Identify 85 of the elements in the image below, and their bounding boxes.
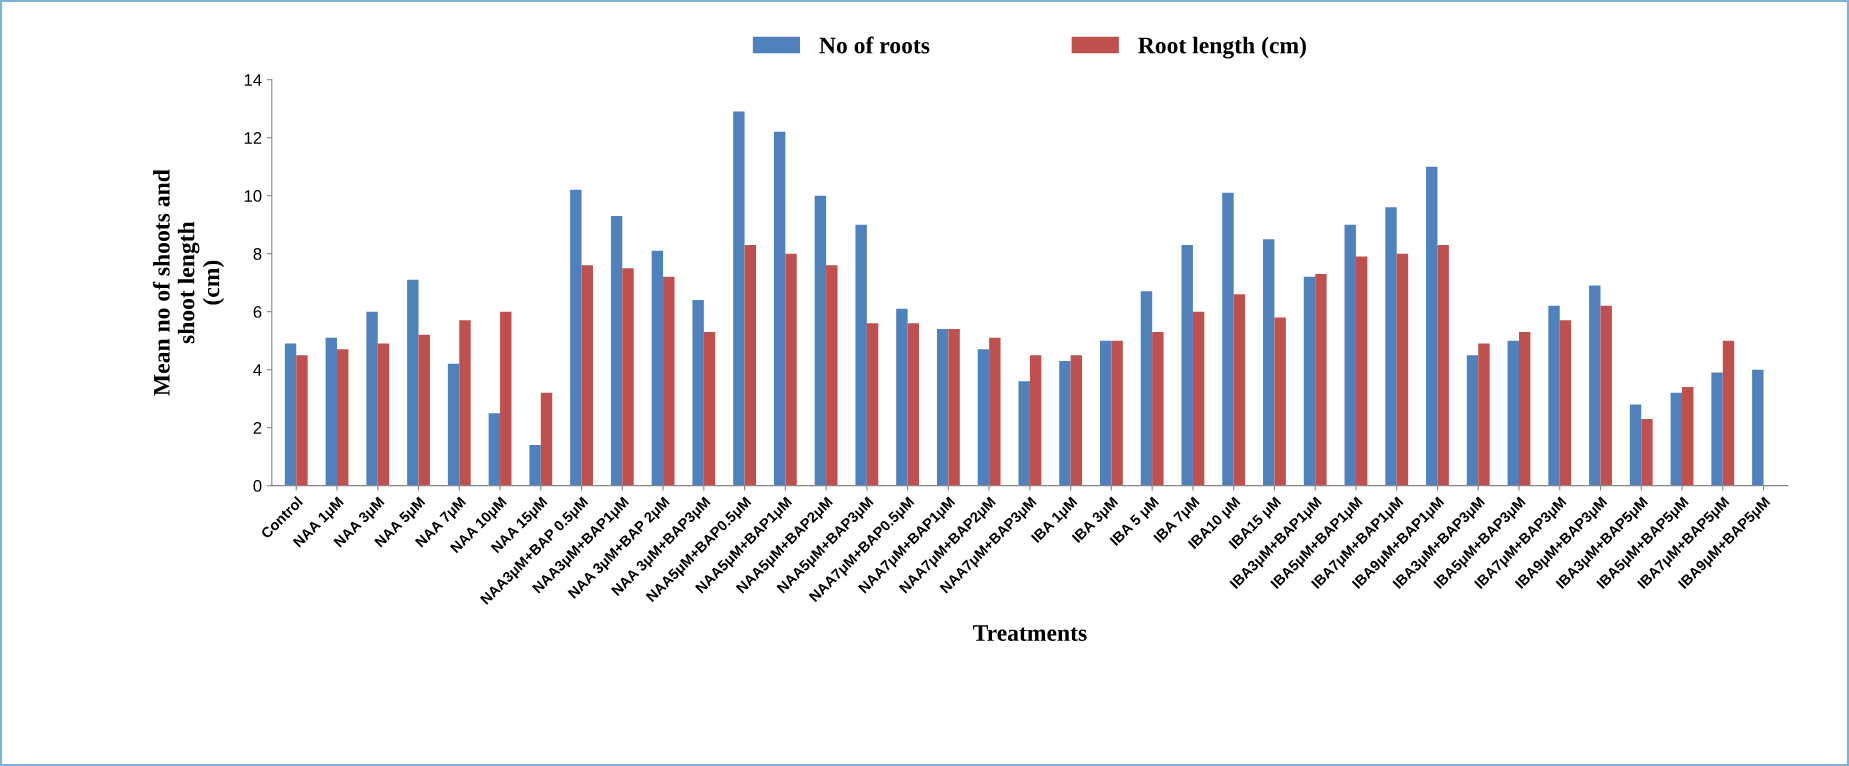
y-tick-label: 12 <box>244 132 262 144</box>
legend-label: Root length (cm) <box>1138 36 1306 59</box>
bar <box>936 329 949 486</box>
bar <box>540 392 553 486</box>
bar <box>1670 392 1683 486</box>
y-axis-title: Mean no of shoots and shoot length (cm) <box>152 169 225 396</box>
bar <box>1722 340 1735 486</box>
bar <box>1752 369 1764 486</box>
bar <box>581 265 593 486</box>
bar <box>1263 239 1275 486</box>
bar <box>1426 166 1438 486</box>
bar <box>1711 372 1723 486</box>
bar <box>1466 355 1479 486</box>
bar <box>651 250 664 486</box>
bar <box>1589 285 1601 486</box>
bar <box>1518 331 1531 486</box>
bar <box>814 195 827 486</box>
bar <box>1629 404 1642 486</box>
bar <box>418 334 430 486</box>
bar <box>407 279 419 486</box>
bar <box>826 265 838 486</box>
legend-label: No of roots <box>819 36 930 54</box>
bar <box>1152 331 1164 486</box>
bar <box>1355 256 1368 486</box>
bar <box>1396 253 1409 486</box>
bar <box>744 244 756 486</box>
bar <box>296 355 308 486</box>
bar <box>663 276 675 486</box>
bar <box>1548 305 1560 486</box>
bar <box>1274 317 1286 486</box>
bar <box>325 337 338 486</box>
y-tick-label: 2 <box>253 422 262 434</box>
bar <box>570 189 582 486</box>
bar <box>610 215 623 486</box>
bar <box>1507 340 1519 486</box>
bar <box>1315 273 1327 486</box>
bar <box>703 331 716 486</box>
bar <box>1100 340 1112 486</box>
bar <box>1559 320 1572 486</box>
bar <box>773 131 786 486</box>
bar <box>1192 311 1205 486</box>
bar <box>977 349 990 486</box>
bar <box>1233 294 1246 486</box>
bar <box>1222 192 1234 486</box>
bar <box>855 224 867 486</box>
bar <box>1111 340 1123 486</box>
bar <box>622 268 634 486</box>
y-tick-label: 6 <box>253 306 262 318</box>
bar <box>284 343 297 486</box>
bar <box>948 329 960 486</box>
bar <box>1303 276 1316 486</box>
bar <box>1018 381 1030 486</box>
y-tick-label: 10 <box>244 190 262 202</box>
bar <box>1437 244 1449 486</box>
y-tick-label: 4 <box>253 364 262 376</box>
bar <box>1478 343 1490 486</box>
bar <box>989 337 1001 486</box>
bar <box>1344 224 1356 486</box>
bar <box>447 363 460 486</box>
bar <box>488 413 501 486</box>
bar <box>459 320 471 486</box>
y-tick-label: 8 <box>253 248 262 260</box>
bar <box>1385 207 1397 486</box>
bar <box>692 300 704 486</box>
bar <box>907 323 920 486</box>
bar <box>377 343 390 486</box>
bar <box>1600 305 1612 486</box>
x-axis-title: Treatments <box>972 625 1087 641</box>
bar <box>1181 244 1193 486</box>
y-tick-label: 0 <box>253 480 262 492</box>
y-tick-label: 14 <box>244 74 262 86</box>
bar <box>896 308 908 486</box>
bar <box>733 111 745 486</box>
bar <box>866 323 879 486</box>
bar <box>1140 291 1153 486</box>
bar <box>337 349 349 486</box>
bar <box>785 253 797 486</box>
bar <box>1059 360 1071 486</box>
bar <box>1682 387 1694 486</box>
bar <box>1070 355 1083 486</box>
bar <box>1029 355 1042 486</box>
bar <box>500 311 512 486</box>
bar <box>366 311 378 486</box>
bar <box>529 445 541 486</box>
bar <box>1641 418 1653 486</box>
